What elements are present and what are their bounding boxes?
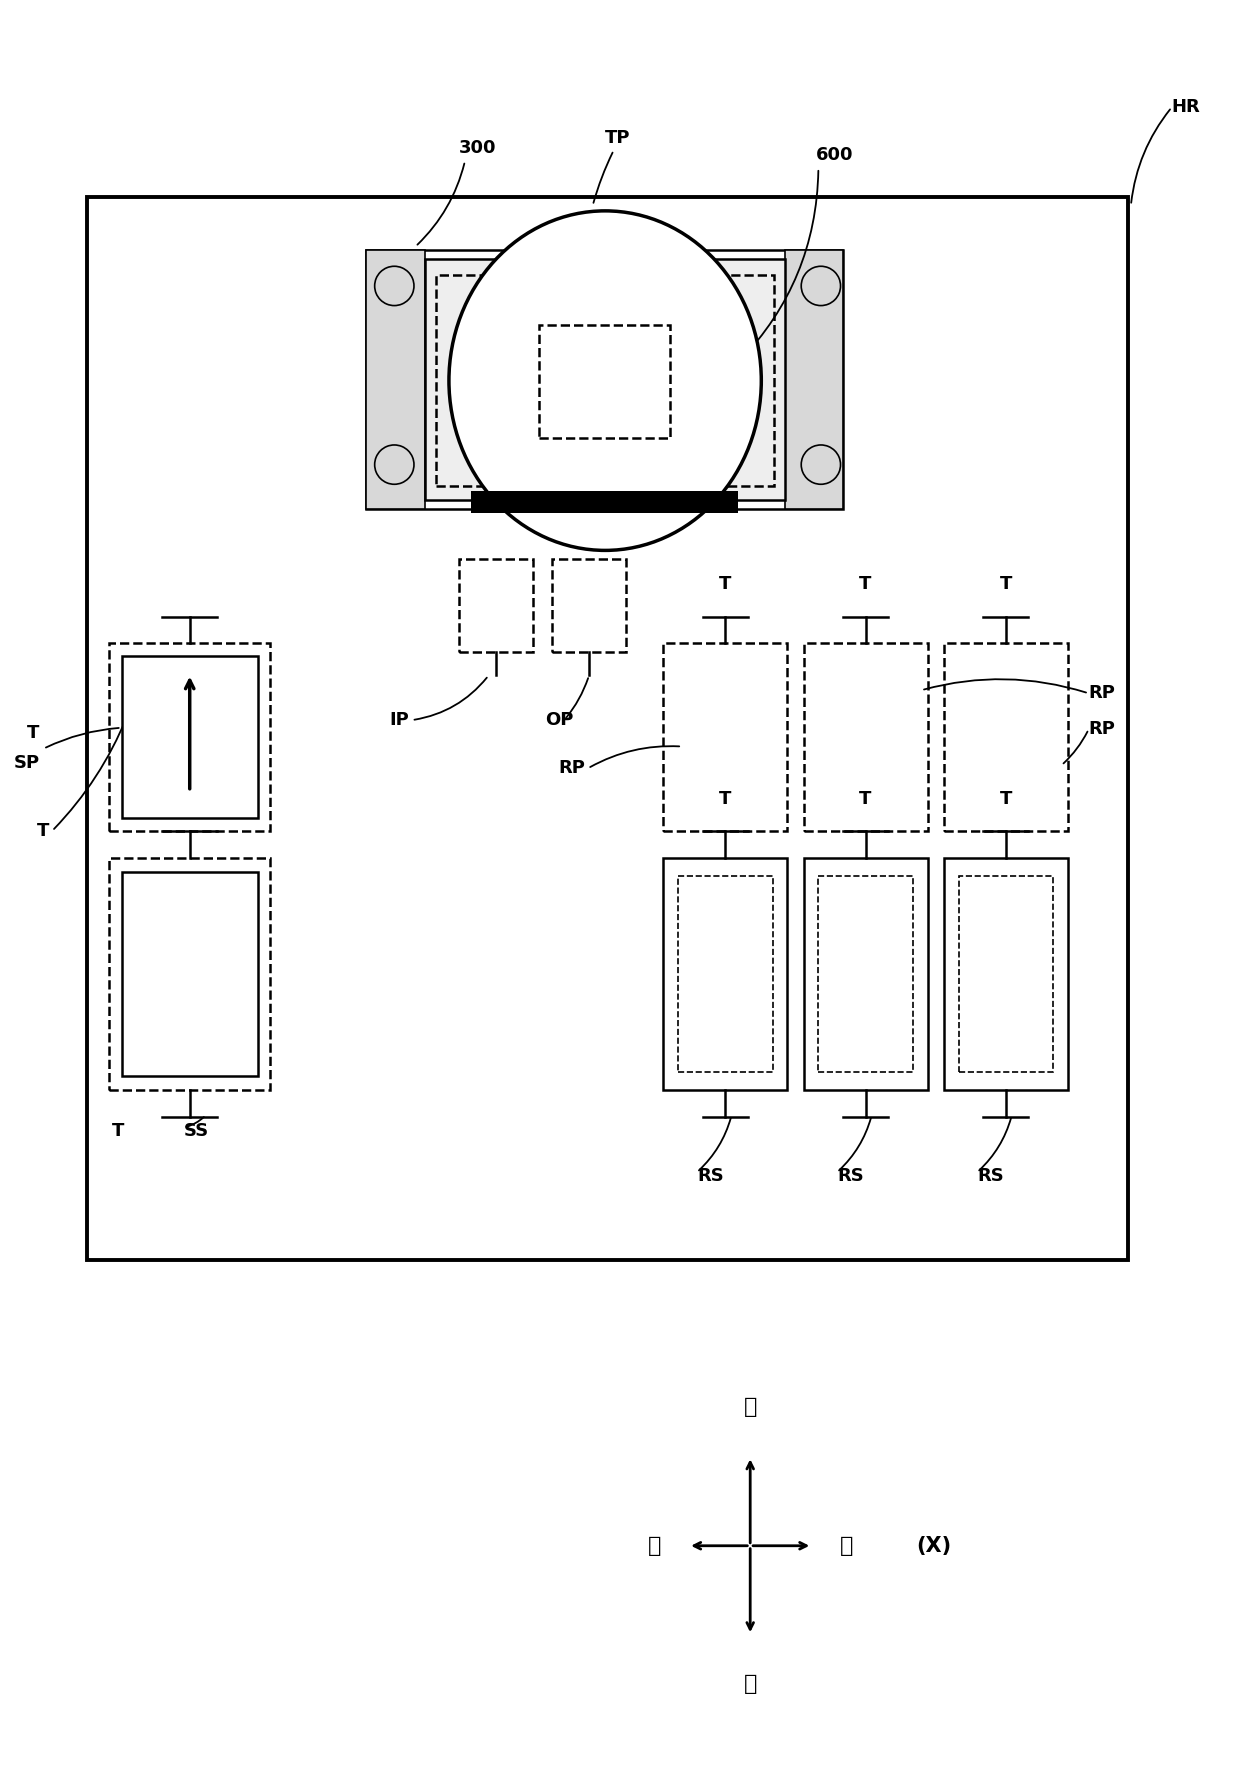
Text: T: T (719, 575, 732, 593)
Text: SS: SS (184, 1122, 208, 1140)
Text: T: T (859, 790, 872, 808)
Text: T: T (37, 822, 50, 840)
Text: T: T (112, 1122, 124, 1140)
Text: HR: HR (1172, 98, 1200, 116)
Bar (366, 250, 425, 509)
Bar (87, 197, 1128, 1260)
Text: T: T (999, 575, 1012, 593)
Text: RP: RP (1089, 684, 1116, 702)
Ellipse shape (449, 211, 761, 550)
Bar (122, 656, 258, 818)
Bar (804, 643, 928, 831)
Text: OP: OP (546, 711, 574, 729)
Bar (109, 858, 270, 1090)
Bar (539, 325, 670, 438)
Text: RS: RS (837, 1167, 864, 1185)
Text: T: T (859, 575, 872, 593)
Bar (804, 858, 928, 1090)
Text: T: T (27, 724, 40, 742)
Bar (944, 858, 1068, 1090)
Bar (663, 858, 787, 1090)
Text: IP: IP (389, 711, 409, 729)
Text: RS: RS (977, 1167, 1004, 1185)
Text: (X): (X) (916, 1535, 951, 1556)
Text: RP: RP (558, 759, 585, 777)
Bar (959, 876, 1053, 1072)
Bar (122, 872, 258, 1076)
Text: SP: SP (14, 754, 40, 772)
Text: T: T (999, 790, 1012, 808)
Text: 前: 前 (744, 1674, 756, 1694)
Text: 600: 600 (816, 147, 853, 164)
Text: 右: 右 (839, 1535, 853, 1556)
Text: T: T (719, 790, 732, 808)
Bar (109, 643, 270, 831)
Bar (425, 259, 785, 500)
Bar (471, 491, 738, 513)
Bar (459, 559, 533, 652)
Text: TP: TP (605, 129, 630, 147)
Bar (663, 643, 787, 831)
Text: RP: RP (1089, 720, 1116, 738)
Bar (818, 876, 913, 1072)
Text: 300: 300 (459, 139, 496, 157)
Text: 左: 左 (647, 1535, 661, 1556)
Bar (785, 250, 843, 509)
Bar (436, 275, 774, 486)
Bar (944, 643, 1068, 831)
Bar (366, 250, 843, 509)
Text: RS: RS (697, 1167, 724, 1185)
Text: 后: 后 (744, 1397, 756, 1417)
Bar (678, 876, 773, 1072)
Bar (552, 559, 626, 652)
